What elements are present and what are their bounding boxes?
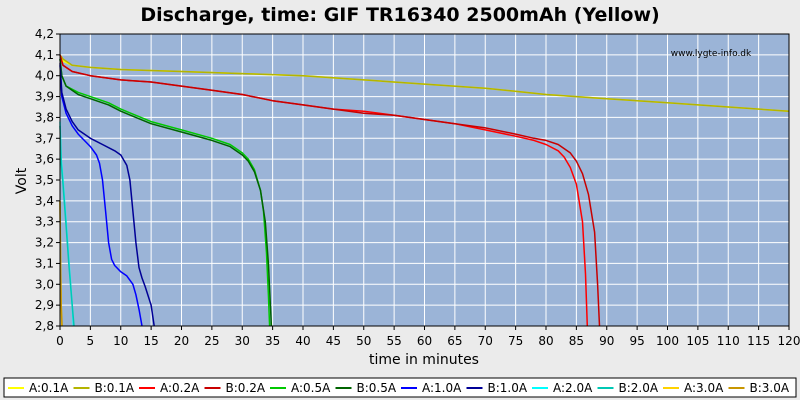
legend-label: A:3.0A bbox=[684, 381, 724, 395]
x-tick-label: 115 bbox=[747, 334, 770, 348]
x-tick-label: 30 bbox=[235, 334, 250, 348]
x-tick-label: 70 bbox=[478, 334, 493, 348]
x-tick-label: 20 bbox=[174, 334, 189, 348]
legend-label: B:0.1A bbox=[95, 381, 135, 395]
x-tick-label: 5 bbox=[87, 334, 95, 348]
y-tick-label: 4,2 bbox=[35, 27, 54, 41]
y-tick-label: 3,2 bbox=[35, 236, 54, 250]
y-tick-label: 3,9 bbox=[35, 90, 54, 104]
series-line-3 bbox=[59, 54, 601, 327]
legend-label: A:1.0A bbox=[422, 381, 462, 395]
y-tick-label: 3,5 bbox=[35, 173, 54, 187]
legend-label: B:2.0A bbox=[619, 381, 659, 395]
x-tick-label: 40 bbox=[295, 334, 310, 348]
y-axis-label: Volt bbox=[14, 167, 30, 194]
legend-label: B:0.5A bbox=[357, 381, 397, 395]
series-line-6 bbox=[59, 65, 143, 327]
x-axis-label: time in minutes bbox=[369, 352, 479, 368]
y-tick-label: 4,1 bbox=[35, 48, 54, 62]
x-tick-label: 90 bbox=[599, 334, 614, 348]
legend-label: A:0.2A bbox=[160, 381, 200, 395]
legend-label: A:0.1A bbox=[29, 381, 69, 395]
x-tick-label: 75 bbox=[508, 334, 523, 348]
series-layer bbox=[59, 54, 790, 327]
series-line-9 bbox=[59, 125, 75, 327]
y-tick-labels: 2,8 2,9 3,0 3,1 3,2 3,3 3,4 3,5 3,6 3,7 3,8 3,9 4,0 4… bbox=[35, 27, 60, 333]
legend-box bbox=[3, 377, 797, 398]
y-tick-label: 3,1 bbox=[35, 256, 54, 270]
x-tick-label: 35 bbox=[265, 334, 280, 348]
watermark: www.lygte-info.dk bbox=[671, 49, 752, 59]
x-tick-label: 0 bbox=[56, 334, 64, 348]
series-line-1 bbox=[59, 54, 790, 112]
legend-label: A:0.5A bbox=[291, 381, 331, 395]
x-tick-label: 25 bbox=[204, 334, 219, 348]
series-line-5 bbox=[59, 58, 273, 327]
x-tick-label: 50 bbox=[356, 334, 371, 348]
y-tick-label: 2,9 bbox=[35, 298, 54, 312]
legend-label: A:2.0A bbox=[553, 381, 593, 395]
x-tick-label: 55 bbox=[386, 334, 401, 348]
x-tick-label: 85 bbox=[569, 334, 584, 348]
y-tick-label: 3,0 bbox=[35, 277, 54, 291]
y-tick-label: 3,7 bbox=[35, 131, 54, 145]
x-tick-label: 60 bbox=[417, 334, 432, 348]
y-tick-label: 2,8 bbox=[35, 319, 54, 333]
legend-label: B:1.0A bbox=[488, 381, 528, 395]
chart-title: Discharge, time: GIF TR16340 2500mAh (Ye… bbox=[140, 4, 659, 26]
y-tick-label: 4,0 bbox=[35, 69, 54, 83]
x-tick-label: 15 bbox=[143, 334, 158, 348]
x-tick-label: 45 bbox=[326, 334, 341, 348]
series-line-7 bbox=[59, 63, 155, 327]
y-tick-label: 3,6 bbox=[35, 152, 54, 166]
x-tick-label: 80 bbox=[538, 334, 553, 348]
legend-label: B:0.2A bbox=[226, 381, 266, 395]
x-tick-label: 100 bbox=[656, 334, 679, 348]
x-tick-label: 120 bbox=[778, 334, 800, 348]
x-tick-labels: 0 5 10 15 20 25 30 35 40 45 50 55 60 65 70 75 80 85 90 95 10… bbox=[56, 326, 800, 348]
x-tick-label: 105 bbox=[686, 334, 709, 348]
legend-label: B:3.0A bbox=[750, 381, 790, 395]
x-tick-label: 10 bbox=[113, 334, 128, 348]
x-tick-label: 110 bbox=[717, 334, 740, 348]
x-tick-label: 65 bbox=[447, 334, 462, 348]
grid-lines bbox=[59, 33, 790, 327]
y-tick-label: 3,4 bbox=[35, 194, 54, 208]
y-tick-label: 3,3 bbox=[35, 215, 54, 229]
x-tick-label: 95 bbox=[629, 334, 644, 348]
y-tick-label: 3,8 bbox=[35, 110, 54, 124]
legend: A:0.1A B:0.1A A:0.2A B:0.2A A:0.5A B:0.5A A:1.… bbox=[3, 377, 797, 398]
